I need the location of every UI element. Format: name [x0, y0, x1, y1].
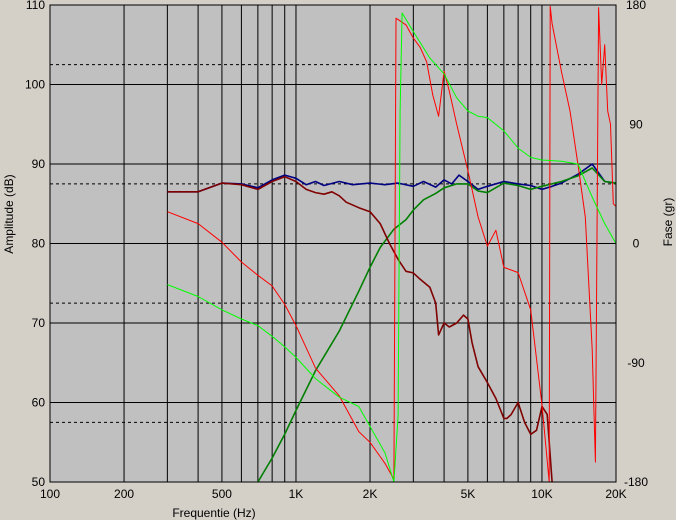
series-line-5 [167, 12, 617, 483]
y2-tick-label: 0 [633, 237, 640, 251]
y-tick-label: 110 [26, 0, 45, 12]
x-tick-label: 500 [212, 487, 232, 501]
x-tick-label: 2K [363, 487, 378, 501]
y-axis-label: Amplitude (dB) [2, 174, 16, 253]
x-tick-label: 10K [531, 487, 552, 501]
y-tick-label: 60 [32, 396, 46, 410]
x-tick-labels: 100 200 500 1K 2K 5K 10K 20K [40, 487, 627, 501]
y-tick-label: 50 [32, 475, 46, 489]
y2-tick-label: 180 [626, 0, 646, 12]
y2-tick-label: -90 [627, 356, 645, 370]
y2-tick-labels: 180 90 0 -90 -180 [624, 0, 648, 489]
y-tick-label: 100 [25, 78, 45, 92]
y2-axis-label: Fase (gr) [661, 198, 675, 247]
y2-tick-label: 90 [629, 117, 643, 131]
y2-tick-label: -180 [624, 475, 648, 489]
grid [50, 5, 616, 482]
series-group [167, 5, 617, 483]
series-line-3 [167, 175, 553, 483]
x-tick-label: 1K [289, 487, 304, 501]
x-axis-label: Frequentie (Hz) [172, 506, 255, 520]
x-tick-label: 200 [114, 487, 134, 501]
y-tick-label: 90 [32, 157, 46, 171]
x-tick-label: 100 [40, 487, 60, 501]
series-line-2 [257, 167, 617, 483]
y-tick-label: 80 [32, 237, 46, 251]
y-tick-label: 70 [32, 316, 46, 330]
plot-border [49, 4, 617, 483]
y-tick-labels: 110 100 90 80 70 60 50 [25, 0, 45, 489]
x-tick-label: 5K [461, 487, 476, 501]
series-line-1 [167, 163, 617, 193]
series-line-4 [167, 5, 617, 483]
x-tick-label: 20K [605, 487, 626, 501]
